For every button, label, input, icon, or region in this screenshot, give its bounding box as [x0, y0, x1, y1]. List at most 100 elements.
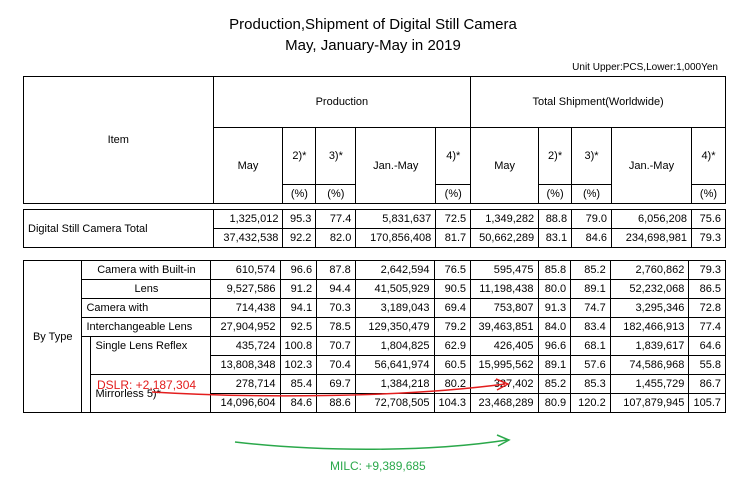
cell: 90.5 [433, 279, 472, 299]
cell: 84.0 [537, 317, 572, 337]
table-subtitle: May, January-May in 2019 [285, 37, 461, 54]
table-row: Interchangeable Lens 27,904,952 92.5 78.… [24, 317, 726, 337]
cell: 129,350,479 [354, 317, 435, 337]
table-title: Production,Shipment of Digital Still Cam… [229, 16, 517, 33]
prod-c3-pct: (%) [315, 184, 357, 204]
type-label-builtin-2: Lens [81, 279, 212, 299]
cell: 92.5 [279, 317, 318, 337]
cell: 107,879,945 [609, 393, 690, 413]
cell: 85.8 [537, 260, 572, 280]
cell: 50,662,289 [470, 228, 540, 248]
ship-c4-pct: (%) [690, 184, 727, 204]
cell: 94.1 [279, 298, 318, 318]
table-row: Camera with 714,438 94.1 70.3 3,189,043 … [24, 298, 726, 318]
type-label-slr: Single Lens Reflex [90, 336, 212, 375]
cell: 77.4 [315, 209, 357, 229]
cell: 89.1 [570, 279, 611, 299]
cell: 5,831,637 [355, 209, 437, 229]
cell: 79.2 [433, 317, 472, 337]
table-row: Single Lens Reflex 435,724 100.8 70.7 1,… [24, 336, 726, 413]
cell: 86.5 [688, 279, 726, 299]
cell: 78.5 [316, 317, 356, 337]
prod-c2-pct: (%) [282, 184, 317, 204]
total-label: Digital Still Camera Total [23, 209, 214, 248]
cell: 87.8 [316, 260, 356, 280]
ship-c2-pct: (%) [538, 184, 573, 204]
type-label-interchangeable-2: Interchangeable Lens [81, 317, 212, 337]
cell: 91.3 [537, 298, 572, 318]
cell: 85.4 [279, 374, 318, 394]
cell: 41,505,929 [354, 279, 435, 299]
cell: 80.9 [537, 393, 572, 413]
prod-c4-pct: (%) [435, 184, 472, 204]
cell: 14,096,604 [210, 393, 281, 413]
table-row: By Type Camera with Built-in 610,574 96.… [22, 260, 726, 413]
ship-c3-header: 3)* [571, 127, 613, 185]
cell: 76.5 [433, 260, 472, 280]
cell: 105.7 [688, 393, 726, 413]
cell: 57.6 [570, 355, 611, 375]
cell: 234,698,981 [611, 228, 692, 248]
cell: 83.4 [570, 317, 611, 337]
cell: 75.6 [690, 209, 727, 229]
cell: 2,760,862 [609, 260, 690, 280]
table-row: Digital Still Camera Total 1,325,012 95.… [23, 209, 727, 248]
cell: 80.2 [433, 374, 472, 394]
cell: 104.3 [433, 393, 472, 413]
cell: 88.8 [538, 209, 573, 229]
prod-c4-header: 4)* [435, 127, 472, 185]
cell: 86.7 [688, 374, 726, 394]
cell: 88.6 [316, 393, 356, 413]
header-table: Item Production Total Shipment(Worldwide… [23, 76, 727, 204]
cell: 83.1 [538, 228, 573, 248]
cell: 1,349,282 [470, 209, 540, 229]
by-type-label: By Type [22, 260, 83, 413]
cell: 85.2 [537, 374, 572, 394]
cell: 52,232,068 [609, 279, 690, 299]
cell: 120.2 [570, 393, 611, 413]
cell: 13,808,348 [210, 355, 281, 375]
cell: 95.3 [282, 209, 317, 229]
cell: 84.6 [279, 393, 318, 413]
ship-c4-header: 4)* [690, 127, 727, 185]
cell: 37,432,538 [212, 228, 284, 248]
cell: 68.1 [570, 336, 611, 356]
cell: 55.8 [688, 355, 726, 375]
dslr-annotation: DSLR: +2,187,304 [97, 378, 197, 392]
cell: 102.3 [279, 355, 318, 375]
cell: 70.3 [316, 298, 356, 318]
cell: 753,807 [470, 298, 539, 318]
prod-may-header: May [212, 127, 284, 204]
cell: 1,839,617 [609, 336, 690, 356]
prod-c2-header: 2)* [282, 127, 317, 185]
ship-may-header: May [470, 127, 540, 204]
cell: 60.5 [433, 355, 472, 375]
cell: 3,295,346 [609, 298, 690, 318]
shipment-header: Total Shipment(Worldwide) [470, 76, 726, 128]
cell: 56,641,974 [354, 355, 435, 375]
cell: 74.7 [570, 298, 611, 318]
cell: 39,463,851 [470, 317, 539, 337]
cell: 595,475 [470, 260, 539, 280]
cell: 1,455,729 [609, 374, 690, 394]
cell: 91.2 [279, 279, 318, 299]
cell: 85.3 [570, 374, 611, 394]
cell: 79.3 [690, 228, 727, 248]
cell: 610,574 [210, 260, 281, 280]
cell: 80.0 [537, 279, 572, 299]
cell: 435,724 [210, 336, 281, 356]
cell: 327,402 [470, 374, 539, 394]
cell: 2,642,594 [354, 260, 435, 280]
cell: 69.4 [433, 298, 472, 318]
cell: 89.1 [537, 355, 572, 375]
cell: 182,466,913 [609, 317, 690, 337]
cell: 82.0 [315, 228, 357, 248]
cell: 79.0 [571, 209, 613, 229]
cell: 3,189,043 [354, 298, 435, 318]
cell: 170,856,408 [355, 228, 437, 248]
ship-c2-header: 2)* [538, 127, 573, 185]
cell: 79.3 [688, 260, 726, 280]
cell: 1,804,825 [354, 336, 435, 356]
cell: 64.6 [688, 336, 726, 356]
cell: 96.6 [279, 260, 318, 280]
